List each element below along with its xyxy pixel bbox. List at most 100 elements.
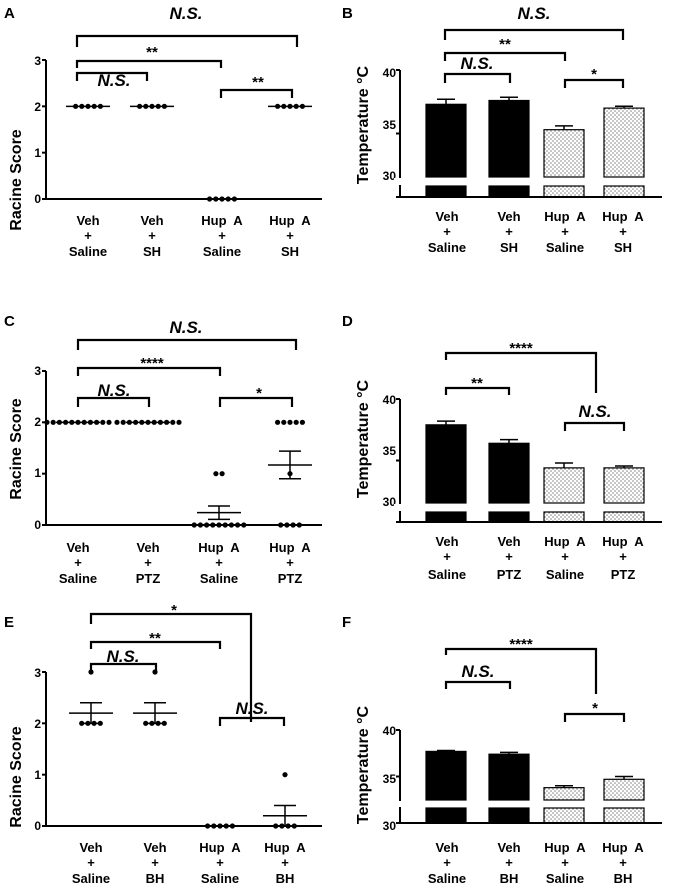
data-point [293,419,299,425]
data-point [278,522,284,528]
category-plus: + [286,228,294,243]
bar [543,787,585,801]
axis-break [401,178,663,185]
y-tick-label: 1 [34,768,41,782]
category-label: Hup A [602,209,644,224]
panel-f-chart: F Temperature °C 30 35 40 Veh + Saline V… [342,614,663,886]
significance-label: ** [499,36,511,53]
data-point [176,419,182,425]
significance-label: * [591,66,597,83]
significance-bracket [89,662,158,672]
significance-label: N.S. [169,318,202,337]
category-plus: + [218,228,226,243]
data-point [281,419,287,425]
category-plus: + [286,555,294,570]
panel-a-chart: A Racine Score 0 1 2 3 Veh + Saline Veh … [4,4,322,259]
y-tick-label: 2 [34,717,41,731]
category-label: Veh [143,840,166,855]
category-plus: + [619,549,627,564]
category-treatment: Saline [72,871,110,886]
category-label: Veh [435,840,458,855]
significance-label: N.S. [460,54,493,73]
data-point [222,522,228,528]
category-label: Hup A [544,840,586,855]
significance-label: N.S. [461,662,494,681]
significance-bracket [563,421,626,431]
panel-d-chart: D Temperature °C 30 35 40 Veh + Saline V… [342,313,663,582]
category-label: Hup A [198,540,240,555]
y-tick-label: 40 [383,66,397,80]
y-tick-label: 40 [383,393,397,407]
category-treatment: BH [614,871,633,886]
category-plus: + [619,855,627,870]
panel-e-chart: E Racine Score 0 1 2 3 Veh + Saline Veh … [4,602,322,886]
data-point [219,471,225,477]
bar-base [488,807,530,824]
category-treatment: PTZ [497,567,522,582]
axis-break [401,504,663,511]
bar [488,99,530,178]
data-point [228,522,234,528]
category-label: Hup A [544,209,586,224]
bar-base [543,807,585,824]
category-treatment: Saline [203,244,241,259]
y-tick-label: 30 [383,819,397,833]
category-plus: + [561,549,569,564]
category-treatment: BH [276,871,295,886]
category-treatment: Saline [428,567,466,582]
significance-label: N.S. [106,647,139,666]
bar-base [603,807,645,824]
significance-bracket [444,647,598,694]
significance-label: * [171,602,177,619]
category-label: Hup A [602,534,644,549]
category-plus: + [561,855,569,870]
significance-bracket [443,28,625,40]
category-label: Hup A [269,540,311,555]
y-tick-label: 0 [34,192,41,206]
axis-break-gap [394,801,402,807]
category-plus: + [619,224,627,239]
category-treatment: SH [500,240,518,255]
category-plus: + [216,855,224,870]
data-point [100,419,106,425]
data-point [50,419,56,425]
category-label: Veh [497,209,520,224]
category-plus: + [443,224,451,239]
category-plus: + [215,555,223,570]
bar-base [425,511,467,523]
significance-label: ** [146,44,158,61]
y-tick-label: 35 [383,772,397,786]
data-point [44,419,50,425]
panel-c-chart: C Racine Score 0 1 2 3 Veh + Saline Veh … [4,313,322,586]
bar [488,442,530,504]
data-point [287,419,293,425]
category-plus: + [443,549,451,564]
y-tick-label: 35 [383,444,397,458]
data-point [235,522,241,528]
category-treatment: PTZ [136,571,161,586]
y-axis-label: Temperature °C [355,379,372,498]
panel-b-chart: B Temperature °C 30 35 40 Veh + Saline V… [342,4,663,255]
category-treatment: Saline [201,871,239,886]
category-plus: + [144,555,152,570]
category-treatment: BH [500,871,519,886]
category-plus: + [505,855,513,870]
category-label: Hup A [544,534,586,549]
category-plus: + [87,855,95,870]
panel-label: F [342,614,351,631]
category-label: Veh [497,534,520,549]
significance-bracket [563,78,625,88]
data-point [296,522,302,528]
panel-label: A [4,5,15,22]
category-treatment: Saline [428,240,466,255]
significance-bracket [444,680,512,689]
y-axis-label: Temperature °C [355,705,372,824]
axis-break-gap [394,178,402,185]
bar [543,129,585,178]
y-tick-label: 3 [34,364,41,378]
significance-bracket [443,51,567,61]
significance-bracket [563,712,626,722]
data-point [114,419,120,425]
category-label: Veh [140,213,163,228]
significance-label: ** [471,375,483,392]
